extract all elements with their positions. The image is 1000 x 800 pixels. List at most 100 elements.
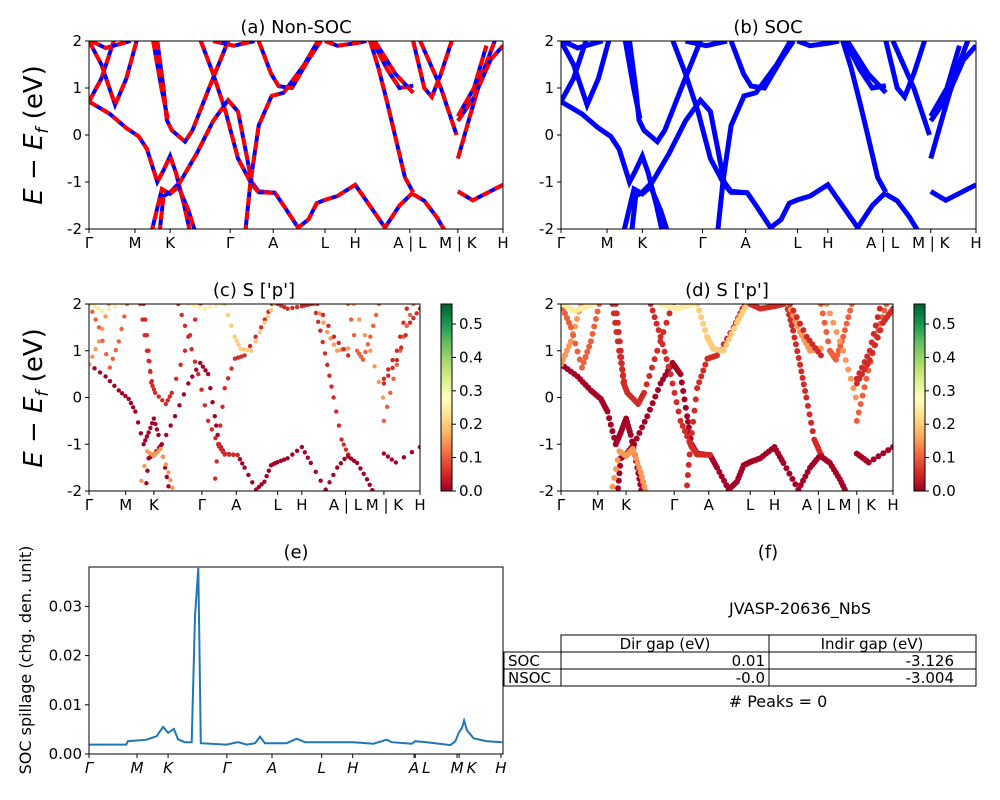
colorbar-segment [914,403,925,408]
colorbar-segment [441,338,452,342]
colorbar-segment [441,422,452,427]
band-point [399,345,404,350]
colorbar-tick-label: 0.4 [459,348,483,366]
band-point [89,304,93,307]
band-point [338,461,344,466]
y-tick-label: -1 [539,173,554,191]
band-point [848,304,855,307]
band-point [210,399,215,405]
band-point [797,361,804,368]
colorbar-segment [914,456,925,461]
band-point [176,304,181,307]
band-point [386,367,391,372]
band-point [863,375,870,382]
band-point [194,367,199,372]
band-point [278,458,284,463]
band-line-nonsoc [198,41,275,195]
band-point [700,367,707,374]
band-point [362,332,368,338]
band-point [714,352,721,359]
band-point [641,389,647,396]
band-line-nonsoc [456,45,489,118]
band-point [380,395,386,400]
band-point [787,316,794,323]
colorbar-segment [441,394,452,398]
band-point [285,456,290,461]
band-point [141,304,146,307]
band-point [790,327,797,334]
band-point [870,456,877,463]
band-point [345,346,351,351]
colorbar-segment [441,466,452,470]
band-point [143,493,147,497]
panel-b: -2 -1 0 1 2 Γ M K Γ A L H A | L M | K H [539,32,982,252]
band-point [331,395,336,400]
band-point [633,435,640,442]
band-point [642,488,649,491]
band-point [852,394,859,401]
band-point [874,314,881,321]
colorbar-segment [914,475,925,480]
band-point [561,361,564,368]
band-line-nonsoc [89,41,139,111]
band-point [341,346,346,352]
colorbar-segment [914,441,925,445]
band-point [714,464,721,471]
x-tick-label: H [495,759,506,777]
band-point [409,449,415,455]
colorbar-segment [914,310,925,314]
band-line-nonsoc [150,183,197,229]
band-point [842,357,849,364]
band-point [106,304,112,307]
band-point [802,387,809,394]
colorbar-segment [441,478,452,483]
y-tick-label: 2 [544,32,554,50]
band-point [885,447,892,454]
ylabel-unit: (eV) [19,65,49,127]
x-tick-label: H [822,234,833,252]
colorbar-segment [914,335,925,339]
band-point [112,383,117,389]
band-point [100,308,105,314]
colorbar-segment [441,335,452,339]
colorbar-segment [914,487,925,492]
band-point [178,362,183,367]
x-tick-label: L [321,234,330,252]
band-point [788,322,795,329]
band-point [646,406,653,413]
band-point [721,477,728,484]
band-point [728,330,735,337]
band-point [119,304,125,307]
row-label-soc: SOC [508,652,540,670]
band-point [804,469,811,476]
soc-indir-gap: -3.126 [906,652,954,670]
band-point [110,356,116,362]
band-point [266,468,272,473]
band-point [107,378,113,384]
band-point [665,363,672,370]
band-point [707,452,714,459]
x-tick-label: A | L [866,234,900,252]
band-point [150,383,155,389]
band-line-nonsoc [89,41,116,103]
band-point [282,304,287,310]
band-point [140,317,145,322]
title-e: (e) [283,542,308,563]
band-point [563,347,570,354]
band-point [806,411,813,418]
band-point [364,477,370,482]
band-point [361,471,366,477]
plot-area-c [89,304,420,497]
band-line-soc [621,182,670,229]
band-point [148,425,153,431]
colorbar-segment [914,363,925,367]
band-point [257,329,263,335]
band-point [698,373,705,380]
x-tick-label: M [601,234,614,252]
band-point [660,329,667,336]
band-point [643,381,650,388]
band-point [567,324,574,331]
band-point [163,462,168,467]
band-point [802,473,809,480]
